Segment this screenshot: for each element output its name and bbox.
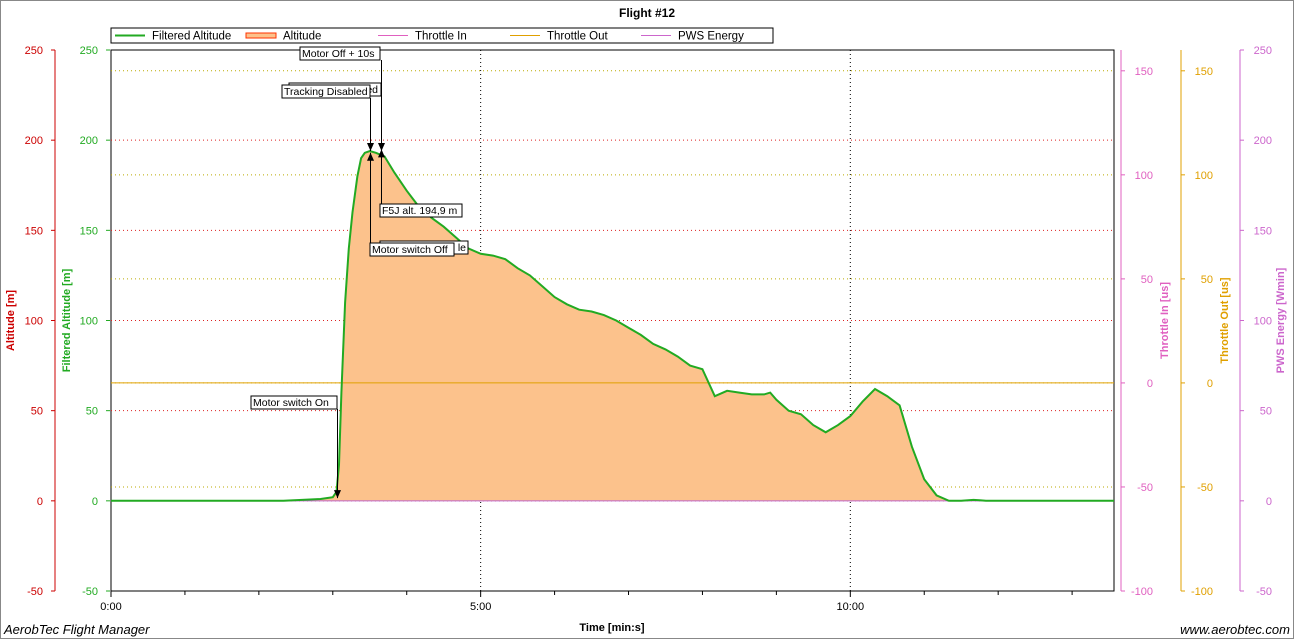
annotation-box	[369, 242, 455, 257]
annotation-hidden-text: ed	[366, 84, 378, 96]
y-tick-label: -50	[1137, 482, 1153, 494]
annotation-box	[379, 203, 463, 218]
legend-label: Altitude	[283, 31, 321, 43]
y-tick-label: 200	[80, 135, 98, 147]
y-tick-label: -50	[27, 586, 43, 598]
y-tick-label: 150	[25, 225, 43, 237]
axes: 0:00 5:00 10:00 -50 0 50 100 150 200 250 Altitude …	[5, 45, 1287, 613]
y-tick-label: 250	[25, 45, 43, 57]
y-tick-label: -50	[1197, 482, 1213, 494]
x-axis-label: Time [min:s]	[579, 622, 645, 634]
annotation-arrowhead	[378, 149, 385, 158]
y-tick-label: 100	[1135, 170, 1153, 182]
y-axis-title: Filtered Altitude [m]	[61, 268, 73, 372]
y-tick-label: -50	[1256, 586, 1272, 598]
y-tick-label: 100	[80, 316, 98, 328]
chart-title: Flight #12	[619, 6, 675, 20]
y-tick-label: 0	[92, 496, 98, 508]
annotation-label: Motor switch On	[253, 397, 329, 409]
annotation-arrowhead	[367, 152, 374, 161]
y-axis-title: Throttle Out [us]	[1219, 277, 1231, 363]
annotation-box	[299, 46, 381, 61]
legend: Filtered Altitude Altitude Throttle In Thro…	[110, 27, 774, 44]
legend-label: PWS Energy	[678, 31, 744, 43]
annotation-hidden-text: le	[458, 242, 466, 254]
altitude-area	[111, 149, 1114, 502]
grid	[110, 49, 1115, 592]
annotation-arrowhead	[367, 142, 374, 151]
y-tick-label: 150	[1254, 225, 1272, 237]
annotation-box	[250, 395, 338, 410]
annotation-label: Tracking Disabled	[284, 86, 368, 98]
y-tick-label: 0	[37, 496, 43, 508]
y-axis-title: Altitude [m]	[5, 290, 17, 351]
y-tick-label: 100	[1195, 170, 1213, 182]
x-tick-label: 5:00	[470, 601, 491, 613]
annotation-arrowhead	[378, 142, 385, 151]
y-tick-label: 150	[1135, 66, 1153, 78]
series-line-filtered-altitude	[111, 149, 1114, 502]
y-tick-label: 200	[25, 135, 43, 147]
y-tick-label: 50	[1260, 406, 1272, 418]
legend-swatch-altitude	[245, 32, 277, 39]
y-tick-label: 150	[1195, 66, 1213, 78]
footer-left: AerobTec Flight Manager	[3, 622, 150, 637]
y-tick-label: -100	[1191, 586, 1213, 598]
legend-label: Throttle In	[415, 31, 467, 43]
y-axis-title: Throttle In [us]	[1159, 282, 1171, 359]
annotation-box	[281, 84, 371, 99]
y-tick-label: -100	[1131, 586, 1153, 598]
y-tick-label: 50	[1201, 274, 1213, 286]
y-tick-label: 250	[1254, 45, 1272, 57]
y-tick-label: -50	[82, 586, 98, 598]
y-tick-label: 0	[1266, 496, 1272, 508]
y-tick-label: 0	[1207, 378, 1213, 390]
annotation-label: Motor switch Off	[372, 244, 448, 256]
legend-box	[110, 27, 774, 44]
y-axis-title: PWS Energy [Wmin]	[1275, 267, 1287, 373]
y-tick-label: 0	[1147, 378, 1153, 390]
y-tick-label: 50	[1141, 274, 1153, 286]
y-tick-label: 50	[86, 406, 98, 418]
y-tick-label: 100	[1254, 316, 1272, 328]
y-tick-label: 50	[31, 406, 43, 418]
altitude-fill	[111, 151, 1114, 501]
y-tick-label: 250	[80, 45, 98, 57]
legend-label: Throttle Out	[547, 31, 609, 43]
legend-label: Filtered Altitude	[152, 31, 231, 43]
x-tick-label: 0:00	[100, 601, 121, 613]
y-tick-label: 150	[80, 225, 98, 237]
annotation-label: Motor Off + 10s	[302, 48, 374, 60]
annotation-arrowhead	[334, 490, 341, 499]
annotation-label: F5J alt. 194,9 m	[382, 205, 458, 217]
x-tick-label: 10:00	[837, 601, 865, 613]
footer-right: www.aerobtec.com	[1180, 622, 1290, 637]
annotations: ed le Motor switch On Tracking Disabled Moto…	[250, 46, 469, 499]
y-tick-label: 200	[1254, 135, 1272, 147]
y-tick-label: 100	[25, 316, 43, 328]
